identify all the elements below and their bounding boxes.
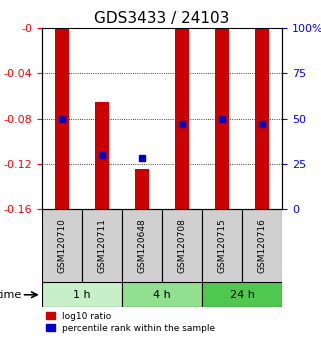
Text: GSM120710: GSM120710 xyxy=(57,218,66,273)
FancyBboxPatch shape xyxy=(122,282,202,307)
Bar xyxy=(215,28,229,212)
Text: 1 h: 1 h xyxy=(73,290,91,300)
Bar xyxy=(256,28,269,212)
Bar xyxy=(55,28,69,212)
Text: GSM120715: GSM120715 xyxy=(218,218,227,273)
Text: GSM120716: GSM120716 xyxy=(258,218,267,273)
FancyBboxPatch shape xyxy=(242,209,282,282)
Text: time: time xyxy=(0,290,22,300)
FancyBboxPatch shape xyxy=(82,209,122,282)
Title: GDS3433 / 24103: GDS3433 / 24103 xyxy=(94,11,230,26)
Legend: log10 ratio, percentile rank within the sample: log10 ratio, percentile rank within the … xyxy=(46,312,216,333)
FancyBboxPatch shape xyxy=(42,209,82,282)
FancyBboxPatch shape xyxy=(122,209,162,282)
FancyBboxPatch shape xyxy=(162,209,202,282)
Text: GSM120708: GSM120708 xyxy=(178,218,187,273)
Bar xyxy=(175,28,189,212)
Text: GSM120711: GSM120711 xyxy=(97,218,107,273)
FancyBboxPatch shape xyxy=(202,209,242,282)
Bar xyxy=(95,102,109,212)
FancyBboxPatch shape xyxy=(42,282,122,307)
FancyBboxPatch shape xyxy=(202,282,282,307)
Text: GSM120648: GSM120648 xyxy=(137,218,147,273)
Text: 24 h: 24 h xyxy=(230,290,255,300)
Bar xyxy=(135,169,149,212)
Text: 4 h: 4 h xyxy=(153,290,171,300)
